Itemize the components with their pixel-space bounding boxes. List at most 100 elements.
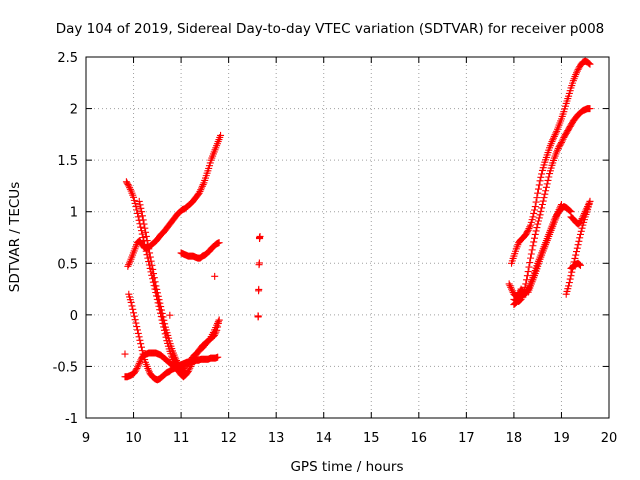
data-point xyxy=(126,184,134,192)
y-axis-label: SDTVAR / TECUs xyxy=(7,182,23,292)
data-point xyxy=(526,223,534,231)
x-tick-label: 19 xyxy=(553,431,570,446)
data-point xyxy=(138,230,146,238)
data-point xyxy=(211,272,219,280)
data-point xyxy=(138,212,146,220)
data-point xyxy=(542,187,550,195)
data-point xyxy=(145,366,153,374)
data-point xyxy=(572,71,580,79)
data-point xyxy=(134,329,142,337)
data-point xyxy=(532,198,540,206)
data-point xyxy=(584,203,592,211)
data-point xyxy=(151,278,159,286)
data-point xyxy=(198,184,206,192)
data-point xyxy=(524,285,532,293)
data-point xyxy=(135,197,143,205)
data-point xyxy=(132,319,140,327)
data-point xyxy=(131,199,139,207)
data-point xyxy=(139,234,147,241)
data-point xyxy=(142,232,150,240)
data-point xyxy=(160,316,168,324)
data-point xyxy=(124,262,132,270)
data-point xyxy=(137,340,145,348)
y-tick-label: 2.5 xyxy=(57,51,78,66)
data-point xyxy=(556,204,564,212)
data-point xyxy=(575,260,583,268)
data-point xyxy=(154,292,162,300)
data-point xyxy=(134,361,142,369)
data-point xyxy=(141,224,149,232)
data-point xyxy=(157,303,165,311)
data-point xyxy=(571,254,579,262)
data-point xyxy=(536,211,544,219)
data-point xyxy=(133,364,141,372)
data-point xyxy=(523,228,531,236)
data-point xyxy=(581,208,589,216)
data-point xyxy=(555,206,563,214)
data-point xyxy=(539,197,547,205)
data-point xyxy=(523,287,531,295)
data-point xyxy=(130,312,138,320)
data-point xyxy=(255,285,263,293)
data-point xyxy=(529,242,537,250)
data-point xyxy=(161,320,169,328)
data-point xyxy=(125,261,133,269)
data-point xyxy=(215,316,223,324)
data-point xyxy=(543,180,551,188)
data-point xyxy=(540,194,548,202)
data-point xyxy=(121,350,129,358)
x-tick-label: 16 xyxy=(411,431,428,446)
data-point xyxy=(136,336,144,344)
data-point xyxy=(153,285,161,293)
data-point xyxy=(199,181,207,189)
data-point xyxy=(548,138,556,146)
data-point xyxy=(130,193,138,201)
data-point xyxy=(132,203,140,211)
x-tick-label: 17 xyxy=(458,431,475,446)
data-point xyxy=(256,232,264,240)
data-point xyxy=(130,309,138,317)
data-point xyxy=(525,225,533,233)
data-point xyxy=(550,132,558,140)
data-point xyxy=(134,213,142,221)
data-point xyxy=(508,285,516,293)
data-point xyxy=(136,201,144,209)
data-point xyxy=(573,69,581,77)
data-point xyxy=(172,357,180,365)
data-point xyxy=(132,366,140,374)
data-point xyxy=(577,227,585,235)
data-point xyxy=(135,333,143,341)
data-point xyxy=(531,203,539,211)
x-tick-label: 13 xyxy=(268,431,285,446)
data-point xyxy=(586,105,594,113)
data-point xyxy=(133,206,141,214)
data-point xyxy=(133,323,141,331)
data-point xyxy=(580,211,588,219)
data-point xyxy=(124,181,132,189)
data-point xyxy=(150,270,158,278)
data-point xyxy=(584,59,592,67)
data-point xyxy=(572,251,580,259)
data-point xyxy=(579,213,587,221)
data-point xyxy=(532,227,540,235)
data-point xyxy=(535,214,543,222)
data-point xyxy=(149,265,157,273)
data-point xyxy=(557,202,565,210)
data-point xyxy=(144,364,152,372)
data-point xyxy=(150,274,158,282)
data-point xyxy=(172,355,180,363)
x-tick-label: 15 xyxy=(363,431,380,446)
y-tick-label: 0 xyxy=(70,309,78,324)
data-point xyxy=(529,213,537,221)
data-point xyxy=(143,237,151,245)
data-point xyxy=(525,263,533,271)
data-point xyxy=(575,237,583,245)
y-tick-label: -1 xyxy=(65,412,78,427)
data-point xyxy=(534,189,542,197)
data-point xyxy=(128,302,136,310)
data-point xyxy=(586,60,594,68)
data-point xyxy=(524,268,532,276)
data-point xyxy=(215,239,223,247)
data-point xyxy=(136,358,144,366)
data-point xyxy=(554,144,562,152)
